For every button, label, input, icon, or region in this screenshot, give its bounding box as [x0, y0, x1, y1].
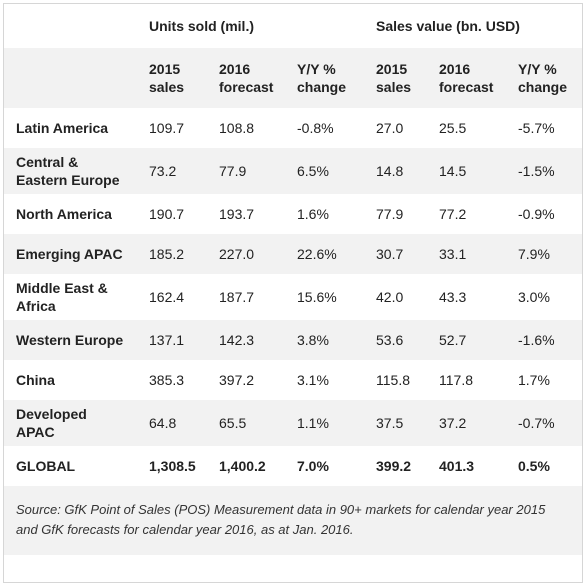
region-label: Emerging APAC	[16, 246, 123, 262]
table-cell: -1.5%	[518, 163, 555, 179]
table-cell: 227.0	[219, 246, 255, 262]
region-label: North America	[16, 206, 112, 222]
table-cell: 1.6%	[297, 206, 329, 222]
table-cell: 3.0%	[518, 289, 550, 305]
table-cell: -0.9%	[518, 206, 555, 222]
table-cell: 37.5	[376, 415, 404, 431]
column-header-row: 2015 sales 2016 forecast Y/Y % change 2015 s…	[4, 48, 583, 108]
corner-cell	[4, 4, 137, 48]
table-cell: 1.1%	[297, 415, 329, 431]
table-cell: 397.2	[219, 372, 255, 388]
source-line-1: Source: GfK Point of Sales (POS) Measure…	[16, 502, 546, 517]
table-cell: 14.8	[376, 163, 404, 179]
total-cell: 0.5%	[518, 458, 550, 474]
table-cell: 37.2	[439, 415, 467, 431]
column-header: 2016 forecast	[219, 61, 274, 95]
table-body: Latin America 109.7 108.8 -0.8% 27.0 25.5 -5.7…	[4, 108, 583, 446]
table-row: North America 190.7 193.7 1.6% 77.9 77.2 -0.9%	[4, 194, 582, 234]
table-cell: 190.7	[149, 206, 185, 222]
column-header: 2015 sales	[149, 61, 185, 95]
table-cell: 77.9	[376, 206, 404, 222]
table-row: Latin America 109.7 108.8 -0.8% 27.0 25.5 -5.7…	[4, 108, 582, 148]
table-cell: 22.6%	[297, 246, 337, 262]
table-cell: 30.7	[376, 246, 404, 262]
table-cell: 53.6	[376, 332, 404, 348]
table-cell: 73.2	[149, 163, 177, 179]
table-cell: 193.7	[219, 206, 255, 222]
region-label: Central & Eastern Europe	[16, 154, 120, 188]
table-row: Western Europe 137.1 142.3 3.8% 53.6 52.7 -1.6…	[4, 320, 583, 360]
column-header: Y/Y % change	[518, 61, 568, 95]
table-cell: 3.8%	[297, 332, 329, 348]
table-cell: 6.5%	[297, 163, 329, 179]
sales-table-frame: Units sold (mil.) Sales value (bn. USD) …	[3, 3, 583, 583]
total-label: GLOBAL	[16, 458, 76, 474]
table-cell: 25.5	[439, 120, 467, 136]
total-cell: 401.3	[439, 458, 475, 474]
corner-cell-sub	[4, 48, 137, 108]
table-cell: 142.3	[219, 332, 255, 348]
table-cell: 3.1%	[297, 372, 329, 388]
table-cell: -0.7%	[518, 415, 555, 431]
table-cell: 33.1	[439, 246, 467, 262]
column-header: Y/Y % change	[297, 61, 347, 95]
total-cell: 7.0%	[297, 458, 329, 474]
table-cell: 385.3	[149, 372, 185, 388]
table-cell: 187.7	[219, 289, 255, 305]
table-row: Emerging APAC 185.2 227.0 22.6% 30.7 33.1 7.9%	[4, 234, 583, 274]
table-cell: 14.5	[439, 163, 467, 179]
group-header-sales-value: Sales value (bn. USD)	[376, 18, 520, 34]
table-cell: 1.7%	[518, 372, 550, 388]
table-row: Developed APAC 64.8 65.5 1.1% 37.5 37.2 -0.7%	[4, 400, 583, 446]
table-cell: 7.9%	[518, 246, 550, 262]
region-label: Developed APAC	[16, 406, 87, 440]
table-cell: -1.6%	[518, 332, 555, 348]
table-cell: 43.3	[439, 289, 467, 305]
table-cell: 65.5	[219, 415, 247, 431]
table-cell: 185.2	[149, 246, 185, 262]
region-label: Western Europe	[16, 332, 124, 348]
total-cell: 1,308.5	[149, 458, 196, 474]
table-cell: 52.7	[439, 332, 467, 348]
total-cell: 1,400.2	[219, 458, 266, 474]
table-cell: 15.6%	[297, 289, 337, 305]
table-cell: 115.8	[376, 372, 410, 388]
source-line-2: and GfK forecasts for calendar year 2016…	[16, 522, 354, 537]
table-cell: 117.8	[439, 372, 473, 388]
table-row: China 385.3 397.2 3.1% 115.8 117.8 1.7%	[4, 360, 582, 400]
table-cell: -5.7%	[518, 120, 555, 136]
region-label: Latin America	[16, 120, 109, 136]
sales-table: Units sold (mil.) Sales value (bn. USD) …	[4, 4, 583, 486]
table-cell: 42.0	[376, 289, 404, 305]
total-cell: 399.2	[376, 458, 412, 474]
column-header: 2015 sales	[376, 61, 412, 95]
region-label: Middle East & Africa	[16, 280, 108, 314]
table-cell: -0.8%	[297, 120, 334, 136]
table-row: Central & Eastern Europe 73.2 77.9 6.5% 14.8 1…	[4, 148, 583, 194]
column-header: 2016 forecast	[439, 61, 494, 95]
table-cell: 27.0	[376, 120, 404, 136]
group-header-units: Units sold (mil.)	[149, 18, 254, 34]
table-cell: 108.8	[219, 120, 255, 136]
table-cell: 77.2	[439, 206, 467, 222]
table-row: Middle East & Africa 162.4 187.7 15.6% 42.0 43…	[4, 274, 582, 320]
table-cell: 64.8	[149, 415, 177, 431]
table-cell: 137.1	[149, 332, 185, 348]
table-cell: 109.7	[149, 120, 185, 136]
table-cell: 162.4	[149, 289, 185, 305]
source-note: Source: GfK Point of Sales (POS) Measure…	[4, 486, 582, 555]
group-header-row: Units sold (mil.) Sales value (bn. USD)	[4, 4, 582, 48]
total-row: GLOBAL 1,308.5 1,400.2 7.0% 399.2 401.3 …	[4, 446, 582, 486]
table-cell: 77.9	[219, 163, 247, 179]
region-label: China	[16, 372, 55, 388]
